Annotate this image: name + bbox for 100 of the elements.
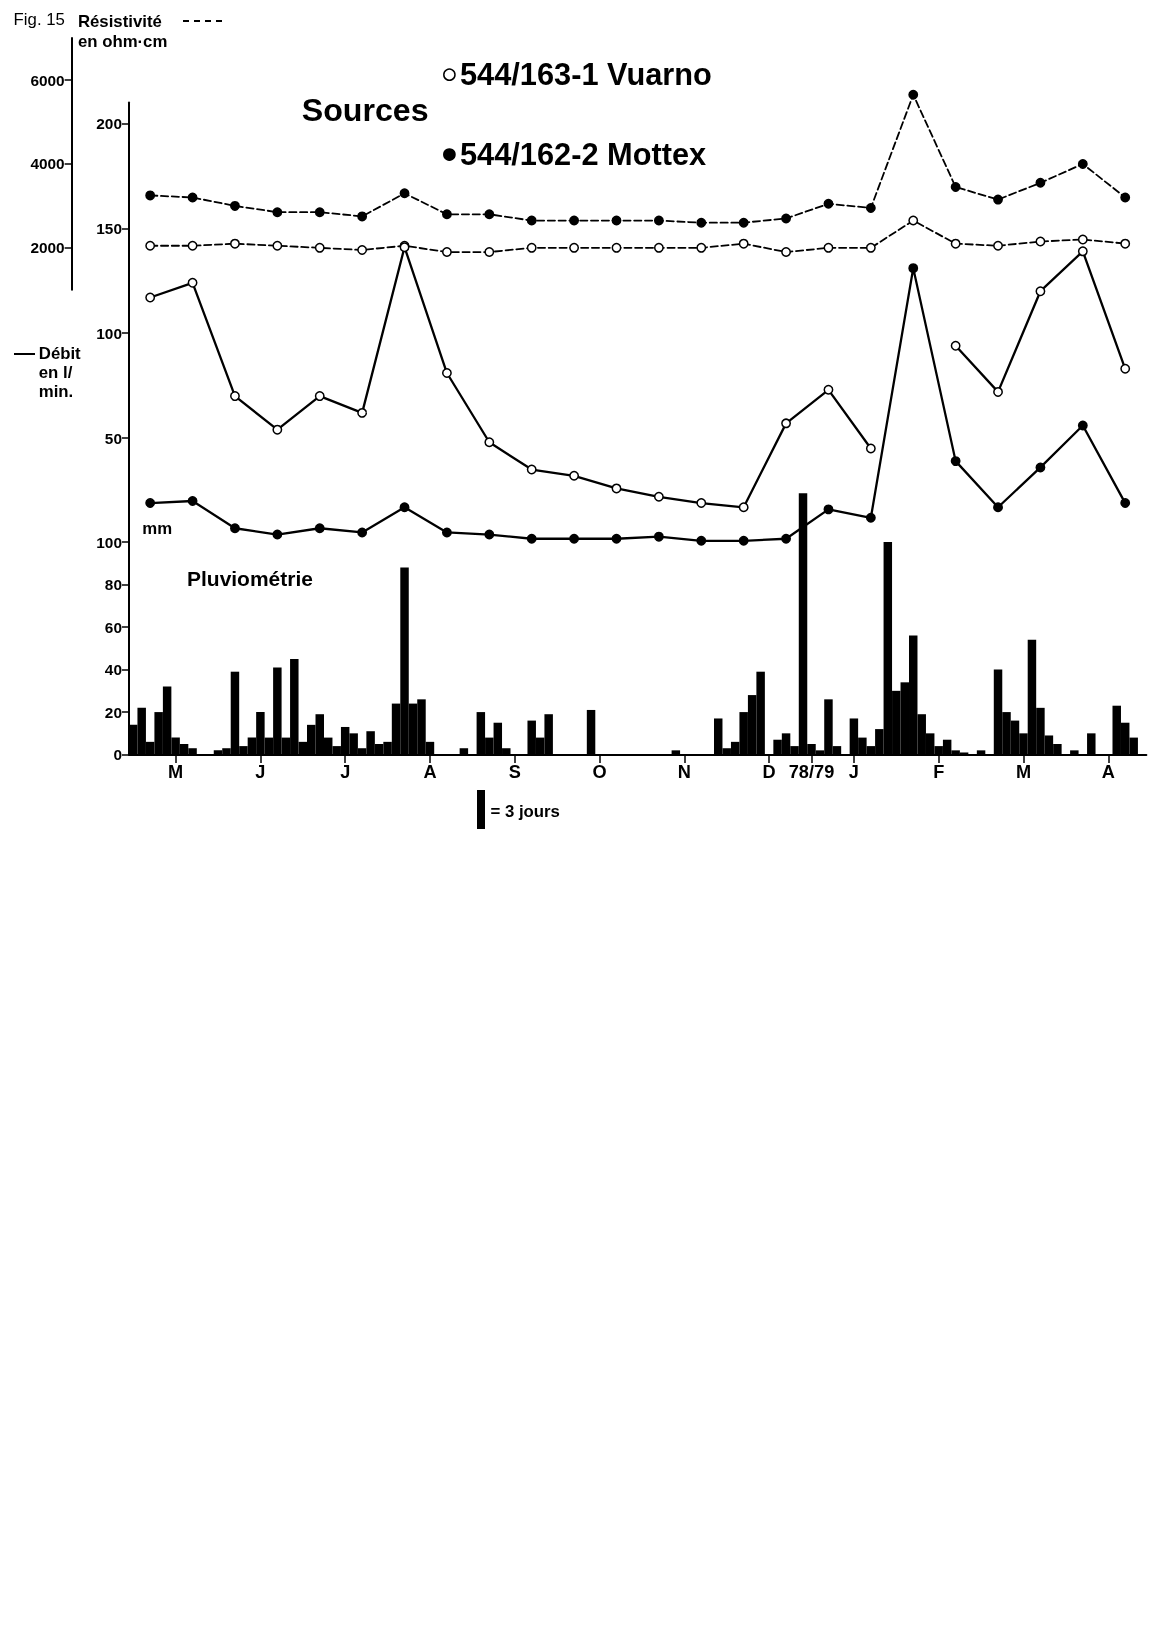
point bbox=[950, 340, 961, 351]
point bbox=[611, 215, 622, 226]
point bbox=[230, 391, 240, 402]
point bbox=[187, 496, 198, 506]
point bbox=[357, 407, 368, 418]
point bbox=[738, 217, 749, 228]
y-tick-label: 40 bbox=[104, 660, 122, 678]
point bbox=[526, 533, 537, 544]
point bbox=[1120, 238, 1131, 249]
point bbox=[314, 207, 325, 218]
point bbox=[1120, 363, 1131, 374]
point bbox=[441, 368, 452, 378]
x-tick-label: S bbox=[508, 761, 521, 782]
point bbox=[145, 292, 156, 303]
point bbox=[145, 498, 156, 509]
point bbox=[738, 238, 749, 249]
point bbox=[272, 424, 283, 435]
point bbox=[314, 523, 325, 534]
point bbox=[399, 188, 410, 199]
point bbox=[993, 240, 1003, 251]
point bbox=[823, 242, 834, 253]
y-axis-title: Débit en l/min. bbox=[38, 343, 86, 402]
point bbox=[357, 211, 368, 222]
x-tick-label: N bbox=[677, 761, 691, 782]
point bbox=[357, 245, 368, 255]
x-tick-label: J bbox=[255, 761, 266, 782]
point bbox=[738, 502, 749, 513]
point bbox=[569, 533, 580, 544]
point bbox=[611, 483, 622, 494]
point bbox=[569, 215, 580, 226]
point bbox=[823, 384, 834, 395]
point bbox=[865, 242, 876, 253]
point bbox=[1035, 286, 1046, 297]
y-tick-label: 6000 bbox=[30, 71, 65, 89]
point bbox=[908, 263, 919, 274]
chart-title: Fig. 15 bbox=[13, 9, 65, 29]
legend-label: 544/163-1 Vuarno bbox=[459, 57, 712, 93]
point bbox=[781, 247, 792, 257]
point bbox=[272, 207, 283, 218]
legend-label: 544/162-2 Mottex bbox=[459, 137, 707, 173]
legend-title: Sources bbox=[301, 92, 429, 129]
point bbox=[1035, 462, 1046, 473]
point bbox=[526, 215, 537, 226]
point bbox=[187, 277, 198, 288]
point bbox=[1120, 498, 1131, 509]
x-tick-label: O bbox=[592, 761, 607, 782]
x-tick-label: F bbox=[933, 761, 945, 782]
point bbox=[908, 89, 919, 100]
point bbox=[908, 215, 919, 226]
point bbox=[950, 238, 961, 249]
point bbox=[823, 198, 834, 209]
text: = 3 jours bbox=[490, 801, 560, 821]
point bbox=[484, 209, 495, 220]
y-axis-title: Résistivité en ohm·cm bbox=[77, 12, 168, 51]
point bbox=[993, 386, 1003, 397]
point bbox=[653, 215, 664, 226]
point bbox=[865, 203, 876, 213]
point bbox=[145, 240, 156, 251]
x-tick-label: M bbox=[168, 761, 184, 782]
point bbox=[272, 529, 283, 540]
y-tick-label: 100 bbox=[96, 324, 122, 342]
point bbox=[738, 535, 749, 546]
point bbox=[145, 190, 156, 201]
point bbox=[993, 194, 1003, 205]
point bbox=[1077, 234, 1088, 245]
y-tick-label: 20 bbox=[104, 703, 122, 721]
point bbox=[230, 523, 240, 534]
text: Pluviométrie bbox=[187, 566, 313, 590]
point bbox=[1035, 236, 1046, 247]
x-tick-label: J bbox=[340, 761, 351, 782]
y-tick-label: 150 bbox=[96, 219, 122, 237]
point bbox=[187, 192, 198, 203]
point bbox=[441, 527, 452, 538]
point bbox=[950, 456, 961, 467]
point bbox=[484, 437, 495, 448]
y-tick-label: 200 bbox=[96, 114, 122, 132]
point bbox=[611, 533, 622, 544]
x-tick-label: A bbox=[423, 761, 437, 782]
point bbox=[696, 242, 707, 253]
point bbox=[993, 502, 1003, 513]
point bbox=[399, 502, 410, 513]
point bbox=[1077, 158, 1088, 169]
point bbox=[696, 217, 707, 228]
y-axis-title: mm bbox=[142, 518, 173, 538]
point bbox=[823, 504, 834, 515]
point bbox=[484, 529, 495, 540]
point bbox=[314, 242, 325, 253]
x-tick-label: M bbox=[1015, 761, 1032, 782]
point bbox=[569, 470, 580, 481]
point bbox=[441, 209, 452, 220]
x-tick-label: D bbox=[762, 761, 776, 782]
point bbox=[272, 240, 283, 251]
point bbox=[441, 247, 452, 257]
point bbox=[230, 200, 240, 211]
point bbox=[653, 491, 664, 502]
point bbox=[781, 213, 792, 224]
x-tick-label: J bbox=[848, 761, 859, 782]
point bbox=[653, 242, 664, 253]
x-tick-label: A bbox=[1101, 761, 1115, 782]
point bbox=[781, 418, 792, 429]
